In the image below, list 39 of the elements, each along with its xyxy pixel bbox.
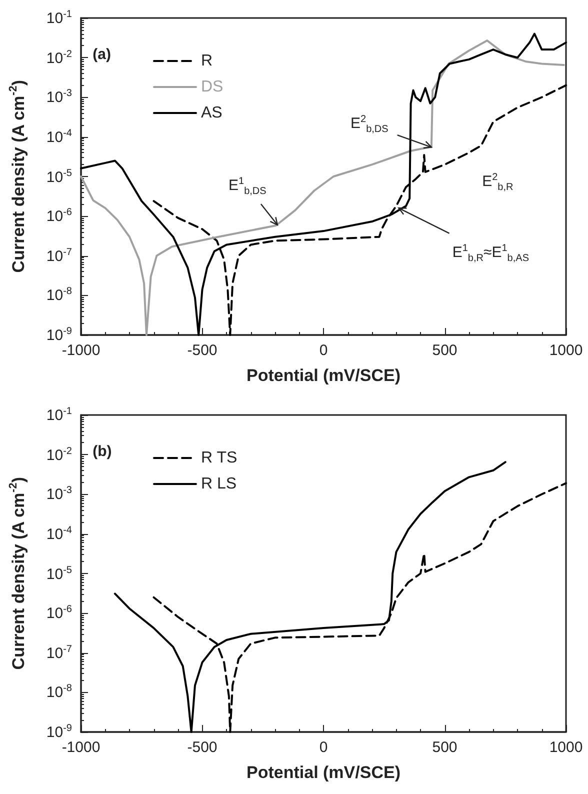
legend-label: R TS [201,450,238,466]
x-tick-label: 1000 [549,342,583,359]
annotation: (a) [92,46,111,63]
x-axis-title: Potential (mV/SCE) [246,763,400,782]
y-tick-label: 10$^{-5}$ [46,168,72,186]
y-tick-label: 10$^{-3}$ [46,88,72,106]
x-tick-label: -1000 [62,739,100,756]
y-tick-label: 10$^{-4}$ [46,128,72,146]
y-tick-label: 10$^{-9}$ [46,326,72,344]
x-tick-label: -1000 [62,342,100,359]
y-tick-label: 10$^{-6}$ [46,604,72,622]
legend-label: AS [201,104,222,122]
x-tick-label: 500 [432,739,458,756]
y-tick-label: 10$^{-1}$ [46,9,72,27]
y-tick-label: 10$^{-3}$ [46,485,72,504]
y-tick-label: 10$^{-5}$ [46,564,72,582]
y-tick-label: 10$^{-8}$ [46,286,72,304]
y-tick-label: 10$^{-4}$ [46,524,72,543]
x-tick-label: 500 [432,342,458,359]
x-axis-title: Potential (mV/SCE) [246,366,400,385]
y-axis-title: Current density (A cm-2) [8,80,28,273]
x-tick-label: 0 [319,739,328,756]
y-tick-label: 10$^{-7}$ [46,246,72,265]
x-tick-label: -500 [187,739,218,756]
annotation: (b) [92,442,112,460]
y-tick-label: 10$^{-6}$ [46,207,72,226]
y-tick-label: 10$^{-1}$ [46,406,72,424]
legend-label: DS [201,78,224,96]
legend-label: R [201,52,213,70]
y-axis-title: Current density (A cm-2) [8,476,28,670]
x-tick-label: -500 [187,342,218,359]
y-tick-label: 10$^{-8}$ [46,683,72,702]
y-tick-label: 10$^{-2}$ [46,48,72,67]
y-tick-label: 10$^{-7}$ [46,644,72,662]
x-tick-label: 0 [319,342,328,359]
y-tick-label: 10$^{-9}$ [46,723,72,741]
legend-label: R LS [201,476,237,492]
x-tick-label: 1000 [549,739,583,756]
y-tick-label: 10$^{-2}$ [46,446,72,464]
